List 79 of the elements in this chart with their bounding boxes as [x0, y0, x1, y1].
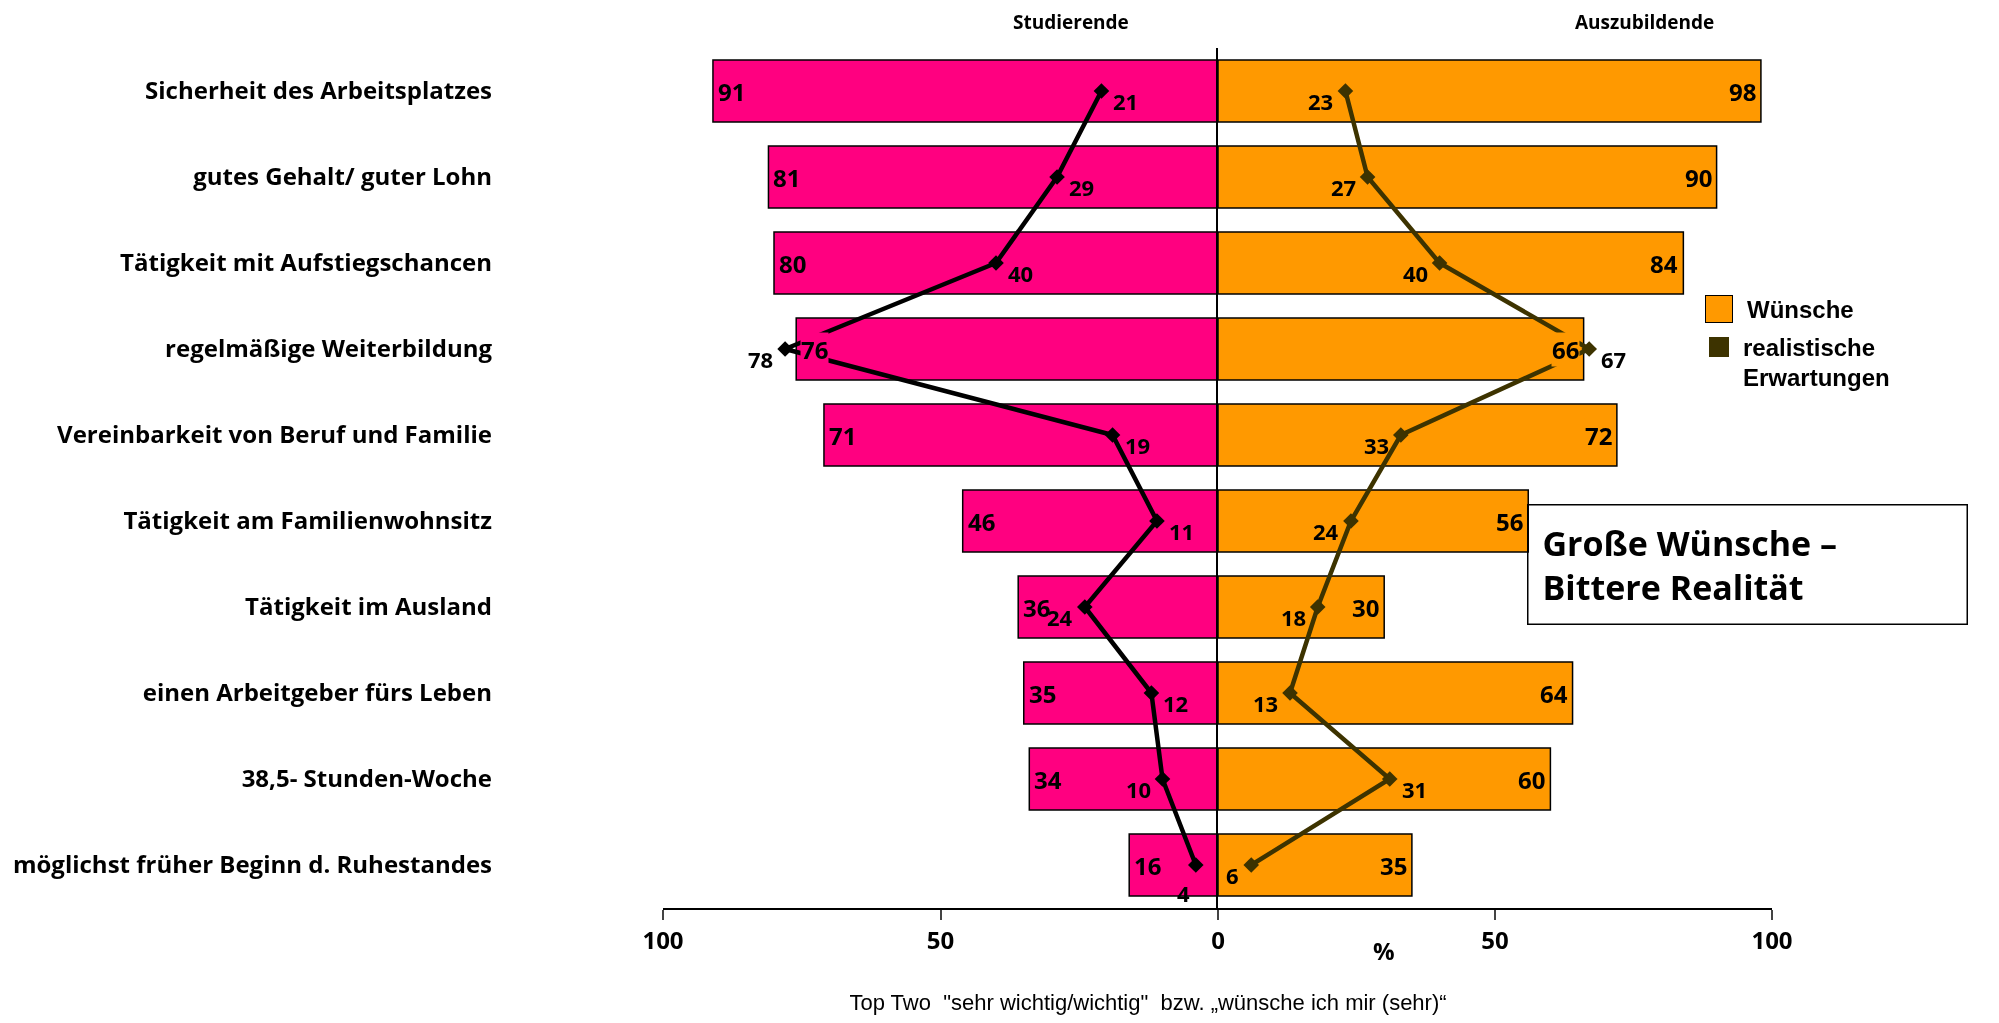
point — [1104, 427, 1121, 443]
annotation: Große Wünsche – Bittere Realität — [1542, 519, 1837, 610]
data-label: 21 — [1113, 86, 1139, 116]
data-label: 33 — [1364, 430, 1390, 460]
y-tick-label: einen Arbeitgeber fürs Leben — [142, 675, 492, 709]
data-label: 40 — [1403, 258, 1429, 288]
data-label: 35 — [1380, 849, 1408, 882]
data-label: 98 — [1729, 75, 1757, 108]
point — [1343, 513, 1359, 529]
point — [1243, 857, 1260, 873]
x-tick-label: 0 — [1211, 922, 1225, 956]
chart-title: Studierende — [1013, 9, 1129, 36]
data-label: 76 — [801, 333, 829, 366]
data-label: 34 — [1034, 763, 1062, 796]
point — [1282, 685, 1298, 701]
data-label: 6 — [1226, 860, 1239, 890]
point — [1188, 857, 1204, 873]
point — [1431, 255, 1448, 271]
point — [1049, 169, 1065, 185]
data-label: 13 — [1253, 688, 1279, 718]
y-tick-label: Tätigkeit im Ausland — [245, 589, 492, 623]
data-label: 27 — [1331, 172, 1357, 202]
data-label: 67 — [1601, 344, 1627, 374]
point — [1077, 599, 1093, 615]
data-label: 23 — [1308, 86, 1334, 116]
data-label: 30 — [1352, 591, 1380, 624]
point — [1149, 513, 1165, 529]
y-tick-label: regelmäßige Weiterbildung — [165, 331, 493, 365]
data-label: 56 — [1496, 505, 1524, 538]
data-label: 18 — [1281, 602, 1307, 632]
x-axis-title: Top Two "sehr wichtig/wichtig" bzw. „wünsche ich mir (sehr)“ — [849, 990, 1447, 1016]
data-label: 11 — [1169, 516, 1195, 546]
legend-label: realistische Erwartungen — [1743, 333, 1891, 393]
point — [1337, 83, 1354, 99]
data-label: 60 — [1518, 763, 1546, 796]
data-label: 16 — [1134, 849, 1162, 882]
text: % — [1373, 934, 1395, 967]
point — [777, 341, 793, 357]
point — [1393, 427, 1409, 443]
point — [1143, 685, 1160, 701]
data-label: 90 — [1685, 161, 1713, 194]
data-label: 71 — [829, 419, 857, 452]
data-label: 19 — [1125, 430, 1151, 460]
data-label: 81 — [773, 161, 801, 194]
point — [1581, 341, 1597, 357]
data-label: 24 — [1313, 516, 1339, 546]
point — [1359, 169, 1376, 185]
point — [1381, 771, 1398, 787]
y-tick-label: Sicherheit des Arbeitsplatzes — [145, 73, 493, 107]
data-label: 80 — [779, 247, 807, 280]
point — [1154, 771, 1171, 787]
data-label: 91 — [718, 75, 746, 108]
y-tick-label: möglichst früher Beginn d. Ruhestandes — [12, 847, 493, 881]
data-label: 12 — [1163, 688, 1189, 718]
y-tick-label: Tätigkeit am Familienwohnsitz — [123, 503, 492, 537]
x-tick-label: 50 — [926, 922, 955, 956]
data-label: 78 — [748, 344, 774, 374]
chart-title: Auszubildende — [1574, 9, 1715, 36]
data-label: 66 — [1552, 333, 1580, 366]
data-label: 64 — [1540, 677, 1568, 710]
point — [988, 255, 1004, 271]
x-tick-label: 50 — [1481, 922, 1509, 956]
y-tick-label: 38,5- Stunden-Woche — [241, 761, 492, 795]
y-tick-label: gutes Gehalt/ guter Lohn — [193, 159, 492, 193]
y-tick-label: Tätigkeit mit Aufstiegschancen — [120, 245, 492, 279]
data-label: 72 — [1585, 419, 1613, 452]
x-tick-label: 100 — [642, 922, 684, 956]
legend-label: Wünsche — [1747, 295, 1855, 325]
data-label: 35 — [1029, 677, 1057, 710]
data-label: 84 — [1650, 247, 1678, 280]
x-tick-label: 100 — [1751, 922, 1793, 956]
data-label: 31 — [1402, 774, 1428, 804]
data-label: 10 — [1126, 774, 1152, 804]
y-tick-label: Vereinbarkeit von Beruf und Familie — [57, 417, 492, 451]
data-label: 46 — [968, 505, 996, 538]
data-label: 40 — [1008, 258, 1034, 288]
data-label: 29 — [1069, 172, 1095, 202]
point — [1309, 599, 1326, 615]
point — [1093, 83, 1110, 99]
